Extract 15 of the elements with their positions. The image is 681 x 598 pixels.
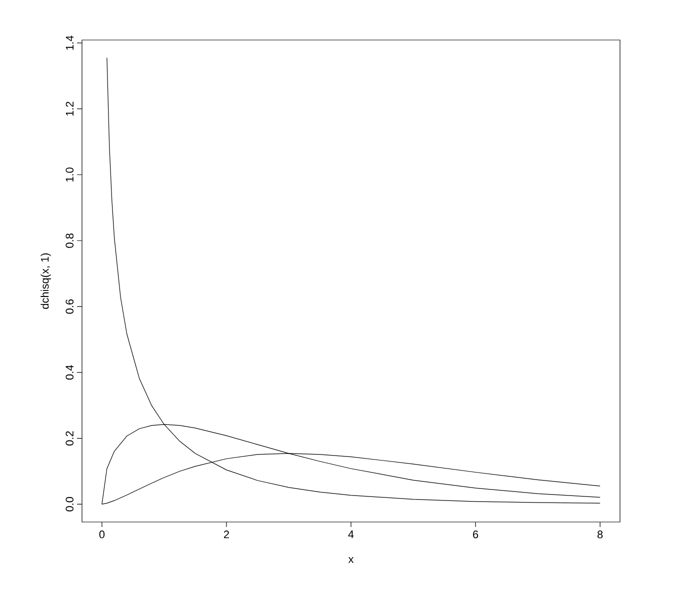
x-tick-label: 6 (473, 530, 478, 538)
x-tick-label: 2 (224, 530, 229, 538)
y-tick-label: 0.6 (66, 299, 74, 314)
y-tick-label: 1.2 (66, 102, 74, 116)
y-tick-label: 0.8 (66, 234, 74, 248)
y-axis-title: dchisq(x, 1) (40, 253, 51, 309)
y-tick-label: 1.0 (66, 168, 74, 182)
x-axis-title: x (348, 557, 354, 563)
y-tick-label: 0.2 (66, 431, 74, 446)
x-tick-label: 8 (598, 530, 603, 538)
y-tick-label: 1.4 (66, 36, 74, 50)
x-tick-label: 4 (348, 530, 354, 538)
y-tick-label: 0.0 (66, 497, 74, 512)
x-tick-label: 0 (99, 530, 105, 538)
y-tick-label: 0.4 (66, 365, 74, 380)
